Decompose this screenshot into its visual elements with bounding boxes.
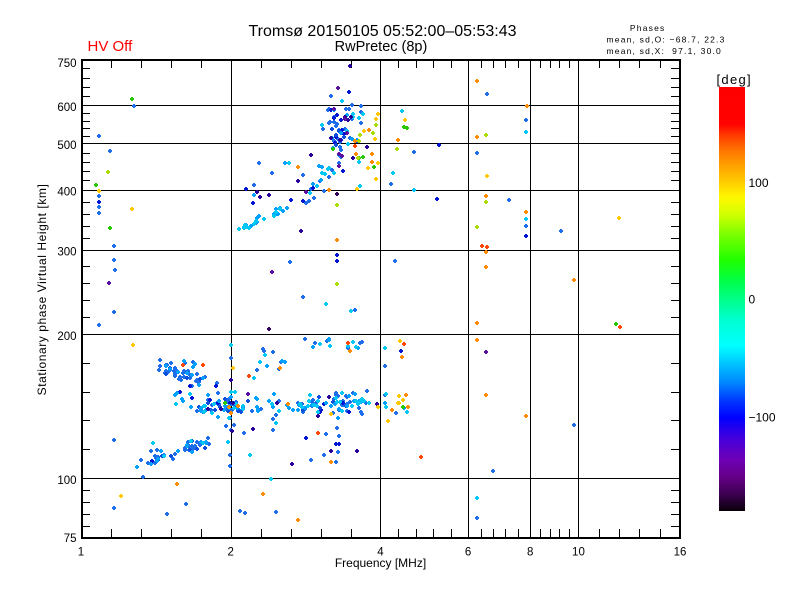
svg-text:300: 300: [57, 246, 76, 258]
svg-text:HV Off: HV Off: [88, 38, 134, 55]
svg-text:75: 75: [64, 533, 77, 545]
svg-text:100: 100: [749, 176, 769, 190]
svg-text:500: 500: [57, 140, 76, 152]
svg-text:Phases: Phases: [630, 23, 666, 33]
svg-text:6: 6: [465, 547, 471, 559]
svg-text:8: 8: [527, 547, 533, 559]
svg-text:mean, sd,O: −68.7, 22.3: mean, sd,O: −68.7, 22.3: [607, 35, 726, 45]
svg-text:Tromsø 20150105 05:52:00–05:53: Tromsø 20150105 05:52:00–05:53:43: [248, 23, 516, 40]
svg-text:10: 10: [572, 547, 585, 559]
svg-text:200: 200: [57, 331, 76, 343]
svg-text:2: 2: [228, 547, 234, 559]
svg-text:mean, sd,X: 97.1, 30.0: mean, sd,X: 97.1, 30.0: [607, 46, 723, 56]
svg-text:[deg]: [deg]: [717, 72, 752, 87]
svg-text:750: 750: [57, 58, 76, 70]
svg-text:600: 600: [57, 102, 76, 114]
svg-text:RwPretec (8p): RwPretec (8p): [335, 39, 428, 55]
svg-text:0: 0: [749, 293, 756, 307]
svg-text:Stationary phase Virtual Heigh: Stationary phase Virtual Height [km]: [35, 184, 49, 396]
svg-text:100: 100: [57, 475, 76, 487]
svg-text:Frequency [MHz]: Frequency [MHz]: [335, 556, 426, 570]
svg-text:4: 4: [377, 547, 384, 559]
svg-text:1: 1: [78, 547, 84, 559]
svg-text:16: 16: [674, 547, 687, 559]
svg-text:400: 400: [57, 187, 76, 199]
svg-text:−100: −100: [749, 411, 776, 425]
